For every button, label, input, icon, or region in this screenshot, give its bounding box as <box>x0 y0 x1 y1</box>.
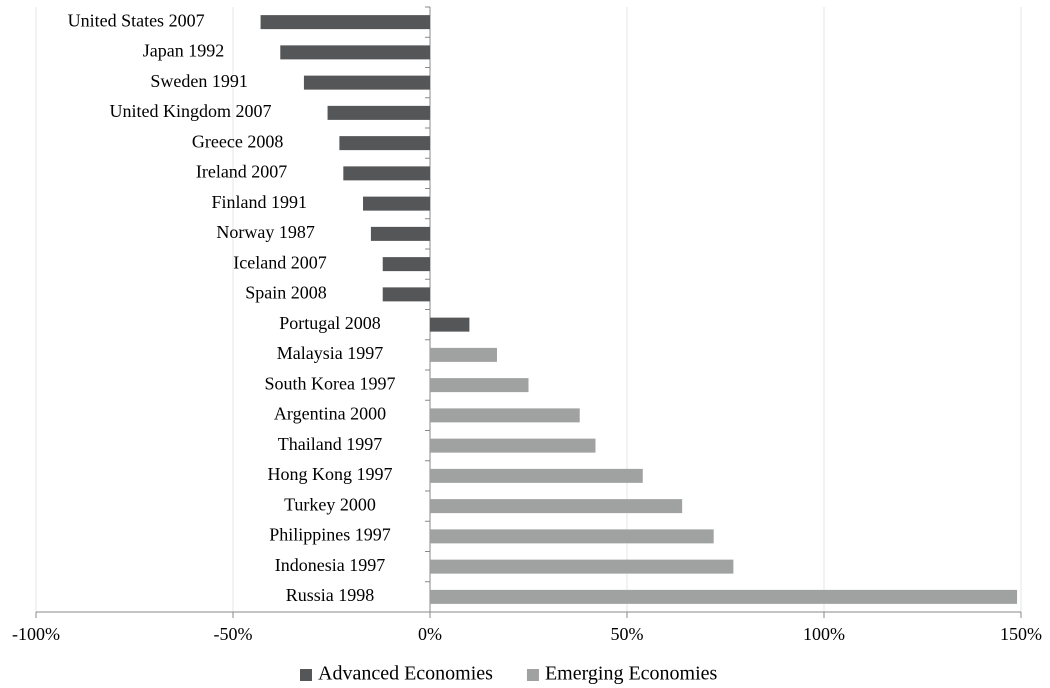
y-tick-label: Japan 1992 <box>143 41 224 61</box>
y-tick-label: Malaysia 1997 <box>277 343 383 363</box>
y-tick-label: Hong Kong 1997 <box>268 464 393 484</box>
y-tick-label: Philippines 1997 <box>269 525 391 545</box>
y-tick-label: Finland 1991 <box>212 192 308 212</box>
bar <box>327 105 430 120</box>
bar <box>339 136 430 151</box>
bar <box>382 257 430 272</box>
x-tick-label: -50% <box>214 624 253 644</box>
bar <box>280 45 430 60</box>
legend-label: Advanced Economies <box>318 663 493 685</box>
legend-swatch <box>526 669 539 681</box>
y-tick-label: Thailand 1997 <box>278 434 382 454</box>
bar <box>382 287 430 302</box>
y-tick-label: Ireland 2007 <box>196 162 287 182</box>
bar <box>260 15 430 30</box>
x-tick-label: 150% <box>1000 624 1042 644</box>
bar <box>430 529 714 544</box>
bar <box>430 438 596 453</box>
y-tick-label: Iceland 2007 <box>233 252 326 272</box>
x-tick-label: 100% <box>803 624 845 644</box>
bar <box>343 166 430 181</box>
y-tick-label: United Kingdom 2007 <box>110 101 272 121</box>
y-tick-label: Spain 2008 <box>245 283 327 303</box>
x-tick-label: -100% <box>12 624 60 644</box>
x-tick-label: 50% <box>611 624 644 644</box>
legend-swatch <box>300 669 312 681</box>
y-tick-label: Turkey 2000 <box>284 494 376 514</box>
y-tick-label: Greece 2008 <box>192 131 283 151</box>
bar <box>363 196 430 211</box>
bar <box>430 378 529 393</box>
bar <box>430 468 643 483</box>
y-tick-label: Portugal 2008 <box>279 313 381 333</box>
y-tick-label: Sweden 1991 <box>150 71 248 91</box>
x-tick-label: 0% <box>418 624 442 644</box>
bar <box>430 559 734 574</box>
bar <box>370 226 430 241</box>
y-tick-label: United States 2007 <box>68 10 205 30</box>
bar <box>430 408 580 423</box>
bar <box>430 347 497 362</box>
bar <box>430 317 470 332</box>
y-tick-label: Norway 1987 <box>216 222 314 242</box>
bar <box>430 499 683 514</box>
y-tick-label: Indonesia 1997 <box>275 555 385 575</box>
bar <box>430 589 1018 604</box>
legend-label: Emerging Economies <box>545 663 718 685</box>
bar <box>303 75 430 90</box>
y-tick-label: Argentina 2000 <box>274 404 386 424</box>
y-tick-label: South Korea 1997 <box>265 373 396 393</box>
y-tick-label: Russia 1998 <box>286 585 375 605</box>
